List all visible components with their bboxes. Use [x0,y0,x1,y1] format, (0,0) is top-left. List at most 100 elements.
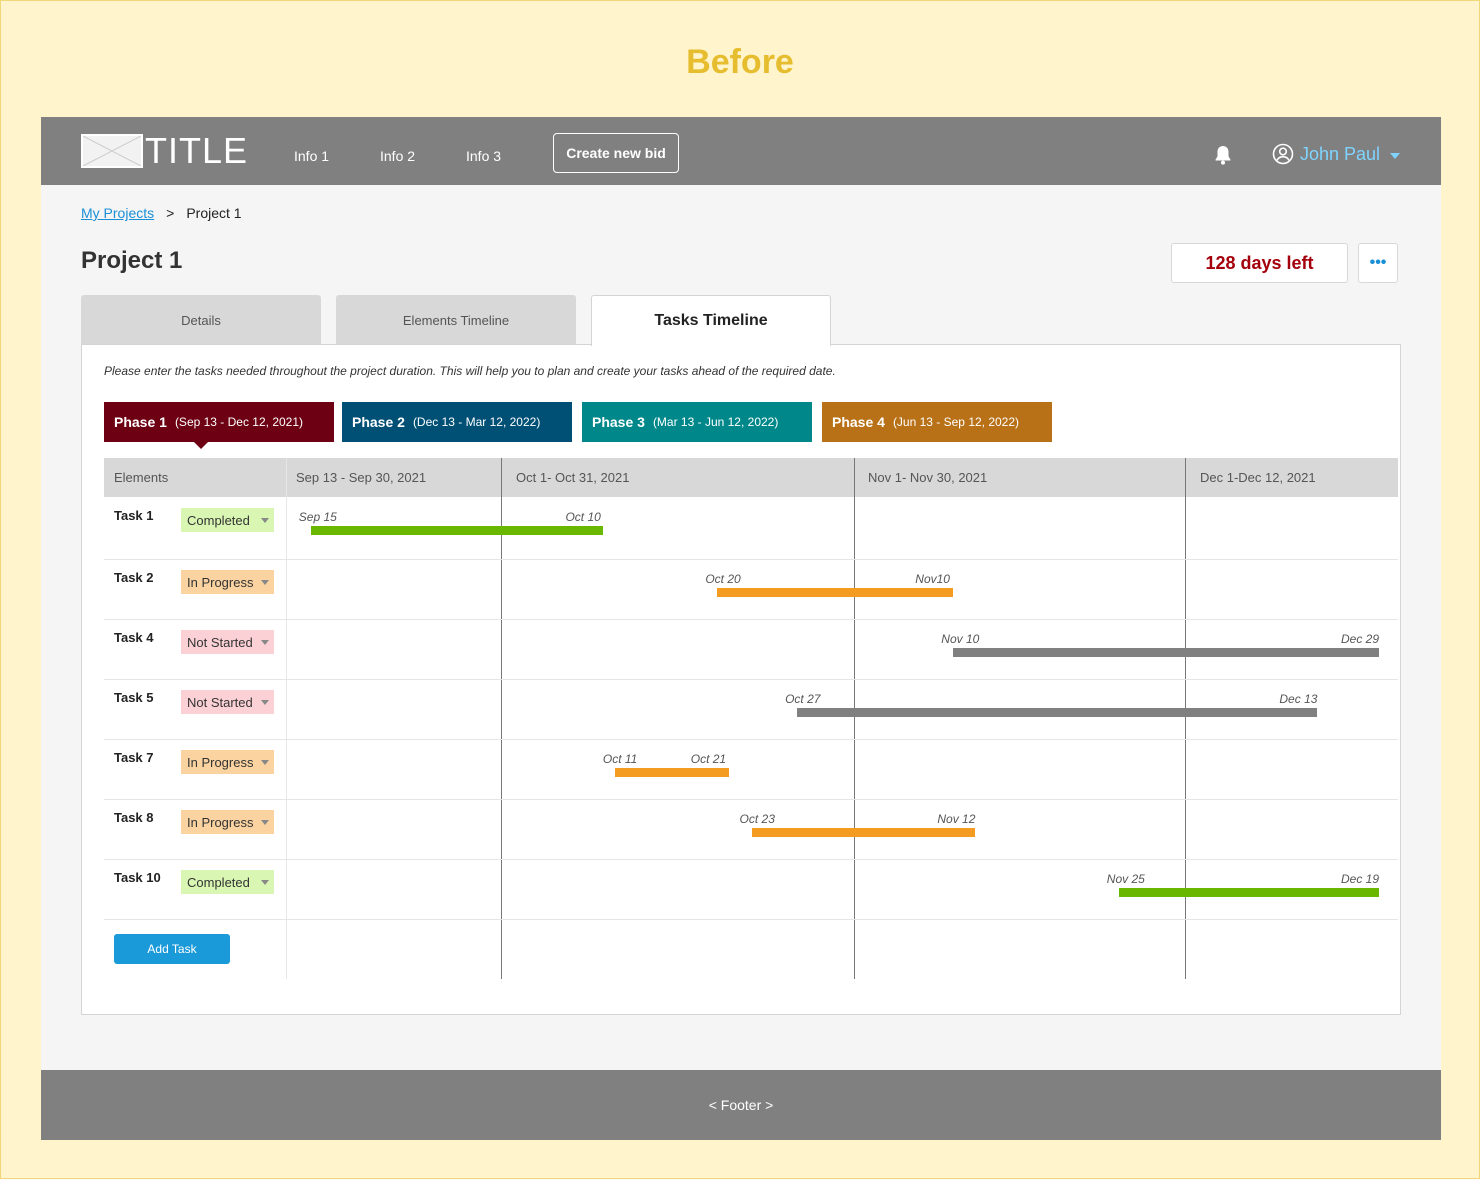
table-row: Task 2 In Progress Oct 20 Nov10 [104,559,1398,619]
chevron-down-icon [261,518,269,523]
task-name[interactable]: Task 5 [114,690,154,705]
chevron-down-icon [261,640,269,645]
task-end-date: Dec 13 [1279,692,1318,706]
month-divider [854,458,855,979]
page-title: Project 1 [81,247,183,274]
task-status-label: In Progress [187,754,254,770]
more-options-button[interactable]: ••• [1358,243,1398,283]
phase-name: Phase 2 [352,414,405,430]
task-name[interactable]: Task 10 [114,870,161,885]
month-header-nov: Nov 1- Nov 30, 2021 [868,470,988,485]
task-status-label: In Progress [187,814,254,830]
task-status-dropdown[interactable]: In Progress [181,570,274,594]
tab-tasks-timeline[interactable]: Tasks Timeline [591,295,831,346]
phase-name: Phase 3 [592,414,645,430]
tab-elements-timeline[interactable]: Elements Timeline [336,295,576,345]
phase-range: (Mar 13 - Jun 12, 2022) [652,415,779,429]
phase-range: (Jun 13 - Sep 12, 2022) [892,415,1020,429]
days-left-badge: 128 days left [1171,243,1348,283]
bell-icon[interactable] [1211,143,1235,167]
task-bar[interactable] [310,526,604,535]
row-divider [104,859,1398,860]
elements-column-header: Elements [114,470,169,485]
task-status-dropdown[interactable]: Not Started [181,630,274,654]
phase-3-chip[interactable]: Phase 3 (Mar 13 - Jun 12, 2022) [582,402,812,442]
task-end-date: Dec 29 [1341,632,1380,646]
month-header-oct: Oct 1- Oct 31, 2021 [516,470,630,485]
task-bar[interactable] [953,648,1379,657]
footer: < Footer > [41,1070,1441,1140]
task-start-date: Nov 25 [1106,872,1145,886]
task-status-label: In Progress [187,574,254,590]
month-header-sep: Sep 13 - Sep 30, 2021 [296,470,427,485]
task-status-label: Not Started [187,634,253,650]
month-divider [501,458,502,979]
table-row: Task 8 In Progress Oct 23 Nov 12 [104,799,1398,859]
breadcrumb-current: Project 1 [186,205,242,221]
add-task-button[interactable]: Add Task [114,934,230,964]
task-name[interactable]: Task 8 [114,810,154,825]
nav-link-info-2[interactable]: Info 2 [380,148,416,164]
chevron-down-icon [261,820,269,825]
row-divider [104,919,1398,920]
task-end-date: Dec 19 [1341,872,1380,886]
task-end-date: Nov 12 [937,812,976,826]
task-name[interactable]: Task 2 [114,570,154,585]
logo-placeholder-icon [81,134,143,168]
table-row: Task 4 Not Started Nov 10 Dec 29 [104,619,1398,679]
phase-2-chip[interactable]: Phase 2 (Dec 13 - Mar 12, 2022) [342,402,572,442]
chevron-down-icon [1390,153,1401,159]
task-end-date: Oct 21 [690,752,727,766]
create-new-bid-button[interactable]: Create new bid [553,133,679,173]
task-start-date: Oct 27 [785,692,821,706]
task-status-dropdown[interactable]: Completed [181,508,274,532]
app-frame: TITLE Info 1 Info 2 Info 3 Create new bi… [41,117,1441,1140]
nav-link-info-3[interactable]: Info 3 [466,148,502,164]
task-status-label: Completed [187,874,250,890]
user-avatar-icon [1272,143,1294,165]
task-bar[interactable] [797,708,1318,717]
logo-text: TITLE [145,130,249,171]
task-name[interactable]: Task 4 [114,630,154,645]
user-menu[interactable]: John Paul [1272,143,1401,165]
elements-column-divider [286,458,287,979]
task-start-date: Oct 11 [602,752,638,766]
task-status-dropdown[interactable]: In Progress [181,810,274,834]
chevron-down-icon [261,880,269,885]
task-name[interactable]: Task 1 [114,508,154,523]
timeline-header: Elements Sep 13 - Sep 30, 2021 Oct 1- Oc… [104,458,1398,497]
task-status-dropdown[interactable]: In Progress [181,750,274,774]
month-header-dec: Dec 1-Dec 12, 2021 [1200,470,1316,485]
tasks-timeline-panel: Please enter the tasks needed throughout… [81,344,1401,1015]
row-divider [104,739,1398,740]
page-heading: Before [686,43,794,81]
task-status-label: Not Started [187,694,253,710]
phase-range: (Dec 13 - Mar 12, 2022) [412,415,541,429]
nav-link-info-1[interactable]: Info 1 [294,148,330,164]
row-divider [104,799,1398,800]
month-divider [1185,458,1186,979]
task-start-date: Sep 15 [298,510,337,524]
task-bar[interactable] [1118,888,1379,897]
task-bar[interactable] [614,768,729,777]
breadcrumb-separator: > [166,205,175,221]
task-bar[interactable] [751,828,976,837]
row-divider [104,679,1398,680]
task-bar[interactable] [717,588,954,597]
phase-4-chip[interactable]: Phase 4 (Jun 13 - Sep 12, 2022) [822,402,1052,442]
breadcrumb-my-projects-link[interactable]: My Projects [81,205,155,221]
instructions-text: Please enter the tasks needed throughout… [104,364,836,378]
task-start-date: Nov 10 [941,632,980,646]
phase-selected-pointer [194,442,208,449]
task-status-dropdown[interactable]: Completed [181,870,274,894]
logo[interactable]: TITLE [81,132,247,170]
table-row: Task 10 Completed Nov 25 Dec 19 [104,859,1398,919]
task-status-dropdown[interactable]: Not Started [181,690,274,714]
task-name[interactable]: Task 7 [114,750,154,765]
task-status-label: Completed [187,512,250,528]
chevron-down-icon [261,700,269,705]
breadcrumb: My Projects > Project 1 [81,205,242,221]
phase-1-chip[interactable]: Phase 1 (Sep 13 - Dec 12, 2021) [104,402,334,449]
table-row: Task 1 Completed Sep 15 Oct 10 [104,497,1398,559]
tab-details[interactable]: Details [81,295,321,345]
